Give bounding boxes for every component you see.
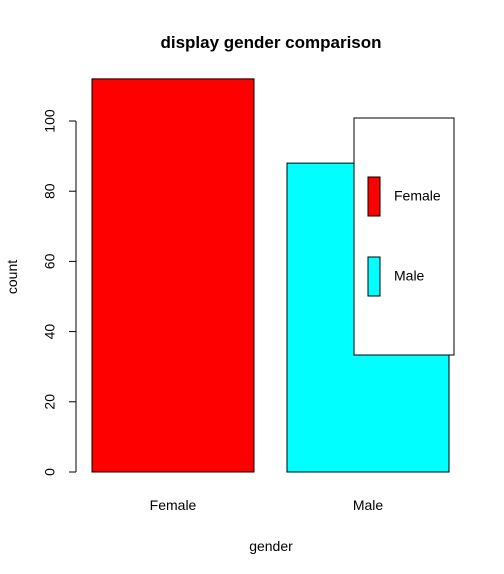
y-tick-label: 20 — [42, 394, 58, 410]
y-tick-label: 100 — [42, 109, 58, 133]
x-axis-label: gender — [249, 538, 293, 554]
x-axis-tick-labels: Female Male — [150, 497, 384, 513]
legend: Female Male — [353, 117, 455, 356]
x-tick-label: Male — [353, 497, 384, 513]
x-tick-label: Female — [150, 497, 197, 513]
y-tick-label: 0 — [42, 468, 58, 476]
legend-label-male: Male — [394, 268, 425, 284]
bar-female — [91, 78, 255, 473]
legend-swatch-female — [367, 176, 381, 217]
legend-box — [353, 117, 455, 356]
y-tick-label: 80 — [42, 183, 58, 199]
legend-label-female: Female — [394, 188, 441, 204]
y-tick-label: 40 — [42, 324, 58, 340]
chart-title: display gender comparison — [160, 33, 381, 52]
y-axis-label: count — [4, 260, 20, 294]
y-tick-label: 60 — [42, 253, 58, 269]
legend-swatch-male — [367, 256, 381, 297]
y-axis: 0 20 40 60 80 100 — [42, 109, 77, 476]
